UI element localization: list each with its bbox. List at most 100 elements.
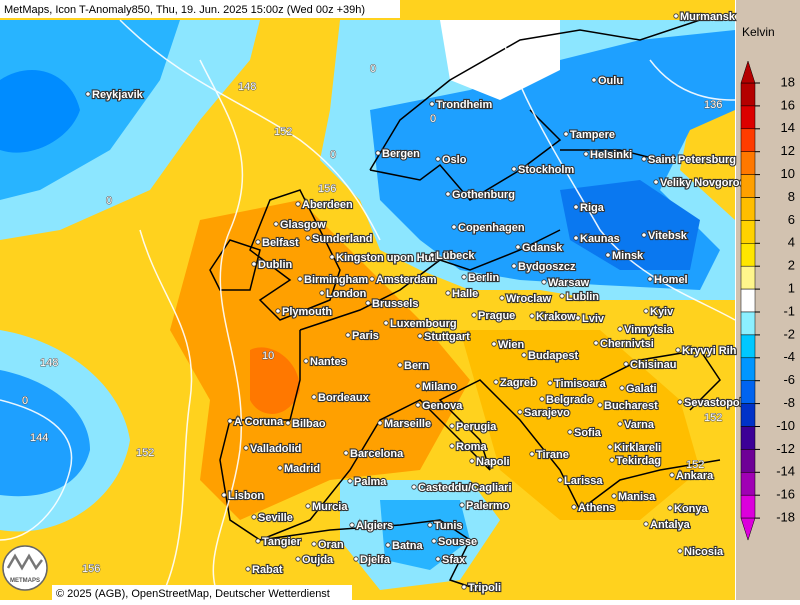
- city-dot: [305, 503, 311, 509]
- colorbar-segment: [740, 380, 756, 404]
- contour-label: 148: [238, 81, 256, 93]
- city-dot: [295, 201, 301, 207]
- city-label: Bern: [404, 360, 429, 372]
- city-label: Murmansk: [680, 11, 736, 23]
- city-label: Barcelona: [350, 448, 404, 460]
- anomaly-area: [0, 370, 90, 497]
- contour-label: 156: [318, 183, 336, 195]
- attribution-box: [52, 585, 352, 600]
- city-label: Perugia: [456, 421, 497, 433]
- anomaly-area: [560, 180, 700, 270]
- city-dot: [319, 290, 325, 296]
- title: MetMaps, Icon T-Anomaly850, Thu, 19. Jun…: [4, 4, 365, 16]
- colorbar-tick-label: 8: [788, 189, 795, 204]
- contour-label: 152: [274, 126, 292, 138]
- anomaly-area: [0, 70, 80, 153]
- city-dot: [435, 156, 441, 162]
- contour-label: 148: [40, 357, 58, 369]
- city-dot: [575, 315, 581, 321]
- colorbar-tick-label: -6: [783, 372, 795, 387]
- city-dot: [563, 131, 569, 137]
- colorbar-tick-label: 14: [781, 120, 795, 135]
- city-label: Murcia: [312, 501, 348, 513]
- city-label: Copenhagen: [458, 222, 525, 234]
- city-dot: [617, 326, 623, 332]
- city-dot: [451, 224, 457, 230]
- city-dot: [547, 380, 553, 386]
- colorbar-segment: [740, 494, 756, 519]
- city-label: Luxembourg: [390, 318, 457, 330]
- city-dot: [641, 156, 647, 162]
- city-dot: [619, 385, 625, 391]
- anomaly-area: [380, 500, 470, 570]
- city-label: Brussels: [372, 298, 418, 310]
- city-dot: [529, 313, 535, 319]
- colorbar-tick-label: -10: [776, 418, 795, 433]
- city-dot: [677, 399, 683, 405]
- city-label: Birmingham: [304, 274, 368, 286]
- city-dot: [415, 383, 421, 389]
- city-dot: [445, 290, 451, 296]
- contour-label: 156: [82, 563, 100, 575]
- city-label: Halle: [452, 288, 478, 300]
- city-dot: [445, 191, 451, 197]
- colorbar-tick-label: -2: [783, 326, 795, 341]
- city-dot: [647, 276, 653, 282]
- city-label: Casteddu/Cagliari: [418, 482, 512, 494]
- legend: 18 16 14 12 10 8 6 4 2 1 -1 -2 -4 -6 -8 -10 -12 -14 -16 -18: [740, 60, 795, 541]
- city-label: Milano: [422, 381, 457, 393]
- city-label: Reykjavik: [92, 89, 144, 101]
- anomaly-area: [170, 200, 470, 520]
- city-label: Algiers: [356, 520, 393, 532]
- contour-label: 0: [370, 63, 376, 75]
- contour-label: 152: [686, 459, 704, 471]
- colorbar-tick-label: -12: [776, 441, 795, 456]
- colorbar-tick-label: -8: [783, 395, 795, 410]
- city-dot: [515, 244, 521, 250]
- city-dot: [397, 362, 403, 368]
- city-dot: [411, 484, 417, 490]
- city-dot: [435, 556, 441, 562]
- city-dot: [499, 295, 505, 301]
- city-label: Chernivtsi: [600, 338, 654, 350]
- city-dot: [277, 465, 283, 471]
- contour-label: 10: [262, 350, 274, 362]
- city-dot: [311, 541, 317, 547]
- city-dot: [605, 252, 611, 258]
- city-label: Batna: [392, 540, 423, 552]
- city-label: Belgrade: [546, 394, 593, 406]
- logo-mark: [6, 553, 43, 571]
- city-dot: [673, 13, 679, 19]
- colorbar-segment: [740, 334, 756, 359]
- city-dot: [557, 477, 563, 483]
- city-dot: [571, 504, 577, 510]
- legend-unit: Kelvin: [742, 25, 775, 39]
- coastlines: [209, 19, 721, 591]
- colorbar-arrow-bottom: [740, 517, 756, 541]
- city-dot: [623, 361, 629, 367]
- colorbar-segment: [740, 174, 756, 198]
- anomaly-area: [0, 20, 180, 200]
- city-label: Veliky Novgorod: [660, 177, 746, 189]
- city-label: Berlin: [468, 272, 499, 284]
- city-label: Tripoli: [468, 582, 501, 594]
- city-dot: [353, 556, 359, 562]
- city-label: Nicosia: [684, 546, 724, 558]
- city-dot: [255, 538, 261, 544]
- colorbar-segment: [740, 311, 756, 336]
- city-label: Belfast: [262, 237, 299, 249]
- city-dot: [517, 409, 523, 415]
- city-dot: [85, 91, 91, 97]
- city-label: Lisbon: [228, 490, 264, 502]
- colorbar-segment: [740, 449, 756, 473]
- colorbar-segment: [740, 197, 756, 221]
- city-dot: [667, 505, 673, 511]
- city-dot: [559, 293, 565, 299]
- city-label: Minsk: [612, 250, 644, 262]
- city-dot: [245, 566, 251, 572]
- attribution: © 2025 (AGB), OpenStreetMap, Deutscher W…: [56, 588, 330, 600]
- colorbar-tick-label: 12: [781, 143, 795, 158]
- city-dot: [285, 420, 291, 426]
- city-label: Tangier: [262, 536, 302, 548]
- city-label: Larissa: [564, 475, 603, 487]
